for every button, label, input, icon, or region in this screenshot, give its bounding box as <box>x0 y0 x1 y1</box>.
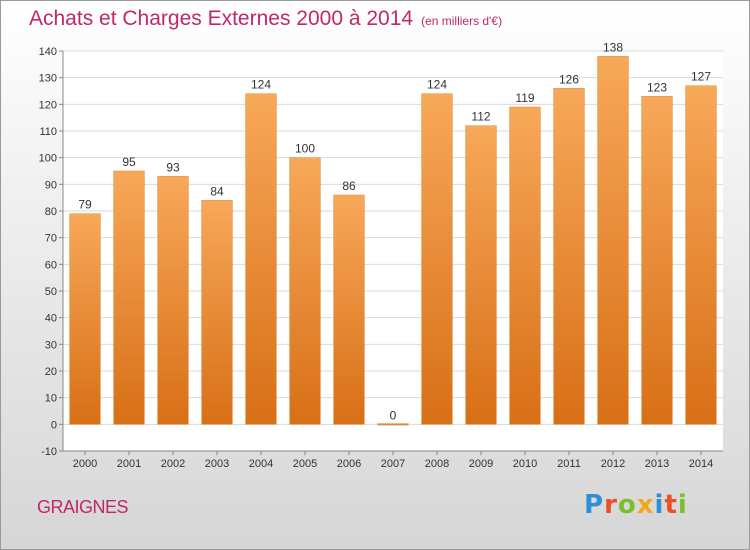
bar-2003 <box>201 200 233 425</box>
bar-2014 <box>685 85 717 425</box>
x-tick-label-2013: 2013 <box>645 458 669 470</box>
y-tick-label: 140 <box>39 46 57 58</box>
bar-2008 <box>421 93 453 425</box>
bar-2000 <box>69 213 101 425</box>
x-tick-label-2009: 2009 <box>469 458 493 470</box>
data-label-2000: 79 <box>78 198 92 212</box>
x-tick-label-2004: 2004 <box>249 458 273 470</box>
y-tick-label: 130 <box>39 73 57 85</box>
x-tick-label-2011: 2011 <box>557 458 581 470</box>
logo-letter: o <box>617 490 637 520</box>
y-tick-label: 10 <box>45 393 57 405</box>
y-tick-label: 100 <box>39 153 57 165</box>
data-label-2003: 84 <box>210 184 224 198</box>
y-tick-label: 20 <box>45 366 57 378</box>
x-tick-label-2007: 2007 <box>381 458 405 470</box>
x-tick-label-2014: 2014 <box>689 458 713 470</box>
logo-letter: i <box>677 490 688 520</box>
bar-2001 <box>113 170 145 425</box>
bar-2010 <box>509 106 541 425</box>
bar-2009 <box>465 125 497 425</box>
x-tick-label-2010: 2010 <box>513 458 537 470</box>
bar-2004 <box>245 93 277 425</box>
chart-title: Achats et Charges Externes 2000 à 2014 (e… <box>29 7 502 31</box>
data-label-2014: 127 <box>691 70 711 84</box>
y-tick-label: 60 <box>45 259 57 271</box>
data-label-2005: 100 <box>295 142 315 156</box>
logo-letter: P <box>584 490 605 520</box>
chart-subtitle: (en milliers d'€) <box>421 14 503 28</box>
chart-title-text: Achats et Charges Externes 2000 à 2014 <box>29 7 414 30</box>
bar-2013 <box>641 96 673 425</box>
x-tick-label-2006: 2006 <box>337 458 361 470</box>
bar-2002 <box>157 176 189 425</box>
x-tick-label-2005: 2005 <box>293 458 317 470</box>
proxiti-logo: Proxiti <box>584 490 688 520</box>
y-tick-label: 70 <box>45 233 57 245</box>
data-label-2012: 138 <box>603 40 623 54</box>
data-label-2002: 93 <box>166 160 180 174</box>
y-tick-label: 120 <box>39 99 57 111</box>
data-label-2011: 126 <box>559 72 579 86</box>
data-label-2009: 112 <box>471 110 490 124</box>
bar-2012 <box>597 56 629 425</box>
logo-letter: r <box>604 490 618 520</box>
x-tick-label-2002: 2002 <box>161 458 185 470</box>
data-label-2006: 86 <box>342 179 356 193</box>
y-tick-label: -10 <box>41 446 57 458</box>
data-label-2008: 124 <box>427 78 447 92</box>
y-tick-label: 80 <box>45 206 57 218</box>
bar-2006 <box>333 194 365 425</box>
data-label-2013: 123 <box>647 80 667 94</box>
x-tick-label-2003: 2003 <box>205 458 229 470</box>
y-tick-label: 0 <box>51 419 57 431</box>
bar-2007 <box>377 423 409 426</box>
data-label-2010: 119 <box>515 91 534 105</box>
logo-letter: i <box>654 490 665 520</box>
x-tick-label-2008: 2008 <box>425 458 449 470</box>
y-tick-label: 30 <box>45 339 57 351</box>
bar-2005 <box>289 157 321 425</box>
y-tick-label: 90 <box>45 179 57 191</box>
x-tick-label-2001: 2001 <box>117 458 141 470</box>
data-label-2007: 0 <box>390 408 397 422</box>
y-tick-label: 110 <box>39 126 57 138</box>
logo-letter: t <box>664 490 678 520</box>
x-tick-label-2000: 2000 <box>73 458 97 470</box>
bar-2011 <box>553 88 585 425</box>
y-tick-label: 40 <box>45 313 57 325</box>
location-label: GRAIGNES <box>37 497 129 517</box>
logo-letter: x <box>636 490 655 520</box>
x-tick-label-2012: 2012 <box>601 458 625 470</box>
data-label-2004: 124 <box>251 78 271 92</box>
data-label-2001: 95 <box>122 155 136 169</box>
y-tick-label: 50 <box>45 286 57 298</box>
